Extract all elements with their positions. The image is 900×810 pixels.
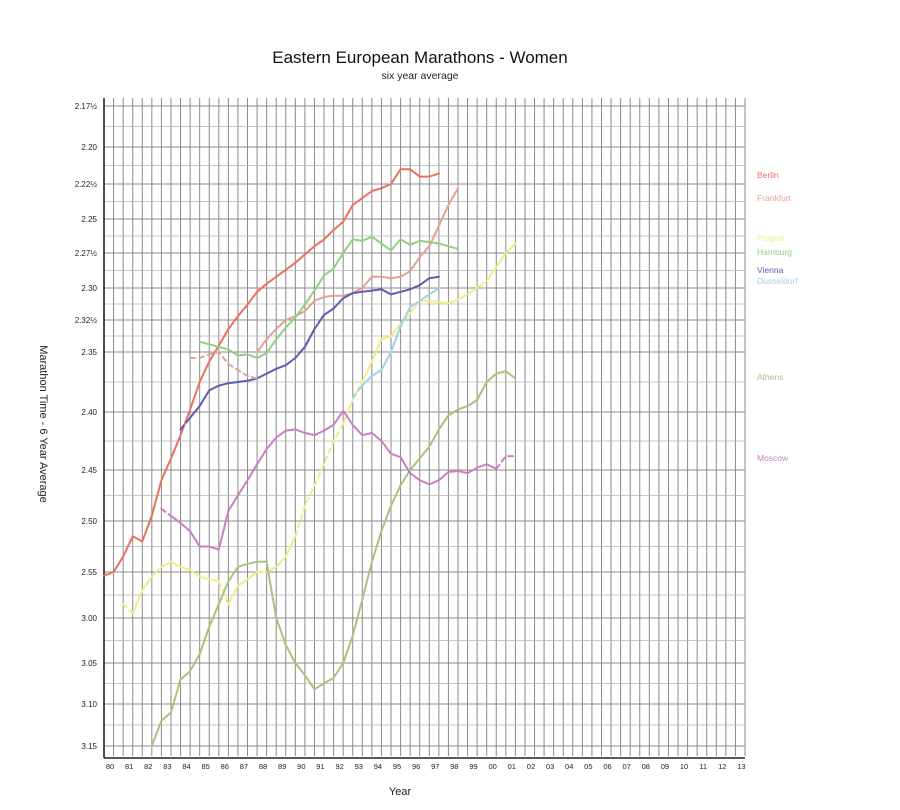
x-tick-label: 95	[393, 762, 401, 771]
y-tick-label: 2.45	[81, 466, 97, 475]
series-line-dashed	[179, 416, 192, 431]
x-tick-label: 00	[489, 762, 497, 771]
x-tick-label: 97	[431, 762, 439, 771]
series-berlin	[103, 168, 440, 577]
series-line	[150, 370, 517, 747]
y-tick-label: 3.00	[81, 614, 97, 623]
x-tick-label: 03	[546, 762, 554, 771]
x-tick-label: 09	[661, 762, 669, 771]
series-line	[103, 168, 440, 577]
x-tick-label: 82	[144, 762, 152, 771]
series-moscow	[160, 409, 517, 551]
x-tick-label: 87	[240, 762, 248, 771]
y-tick-label: 2.35	[81, 348, 97, 357]
y-tick-label: 2.40	[81, 408, 97, 417]
y-tick-label: 2.20	[81, 143, 97, 152]
series-vienna	[179, 275, 440, 431]
x-tick-label: 89	[278, 762, 286, 771]
x-tick-label: 91	[316, 762, 324, 771]
series-line-dashed	[189, 351, 259, 380]
legend: Berlin Frankfurt Prague Hamburg ViennaDussel…	[757, 170, 798, 463]
x-tick-label: 94	[374, 762, 382, 771]
series-dusseldorf	[351, 287, 440, 399]
y-tick-label: 2.55	[81, 568, 97, 577]
legend-label: Athens	[757, 372, 783, 382]
x-tick-label: 92	[335, 762, 343, 771]
gridlines	[103, 98, 746, 756]
legend-label: Moscow	[757, 453, 789, 463]
legend-label: Vienna	[757, 265, 784, 275]
x-tick-label: 99	[469, 762, 477, 771]
series-unnamed	[189, 351, 259, 380]
y-tick-label: 2.32½	[75, 316, 98, 325]
y-tick-label: 2.25	[81, 215, 97, 224]
x-tick-label: 07	[622, 762, 630, 771]
x-tick-label: 12	[718, 762, 726, 771]
series-line-dashed	[495, 455, 517, 470]
x-tick-label: 02	[527, 762, 535, 771]
x-tick-label: 10	[680, 762, 688, 771]
series-line	[361, 287, 440, 387]
y-tick-label: 3.10	[81, 700, 97, 709]
x-tick-label: 06	[603, 762, 611, 771]
x-tick-label: 05	[584, 762, 592, 771]
series-line	[131, 560, 220, 615]
x-tick-label: 93	[355, 762, 363, 771]
chart-subtitle: six year average	[381, 70, 459, 82]
x-tick-label: 80	[106, 762, 114, 771]
x-tick-label: 81	[125, 762, 133, 771]
chart-title: Eastern European Marathons - Women	[272, 48, 568, 67]
x-tick-label: 96	[412, 762, 420, 771]
axes: 2.17½ 2.20 2.22½ 2.25 2.27½ 2.30 2.32½ 2.35 2.40…	[75, 98, 746, 771]
y-tick-label: 2.50	[81, 517, 97, 526]
y-tick-label: 2.22½	[75, 180, 98, 189]
legend-label: Hamburg	[757, 247, 792, 257]
series-line-dashed	[160, 507, 172, 517]
x-tick-label: 86	[221, 762, 229, 771]
x-tick-label: 01	[508, 762, 516, 771]
y-tick-label: 3.15	[81, 742, 97, 751]
legend-label: Dusseldorf	[757, 276, 798, 286]
y-tick-label: 2.30	[81, 284, 97, 293]
x-tick-label: 83	[163, 762, 171, 771]
x-tick-label: 84	[182, 762, 190, 771]
series-frankfurt	[256, 187, 459, 353]
x-tick-label: 04	[565, 762, 573, 771]
x-tick-label: 13	[737, 762, 745, 771]
series-line-dashed	[351, 384, 364, 399]
legend-label: Berlin	[757, 170, 779, 180]
series-line	[170, 409, 498, 551]
series-line-dashed	[294, 422, 345, 538]
legend-label: Prague	[757, 233, 785, 243]
x-tick-label: 85	[201, 762, 209, 771]
series-athens	[150, 370, 517, 747]
series-lines	[103, 168, 517, 747]
series-line	[256, 187, 459, 353]
legend-label: Frankfurt	[757, 193, 792, 203]
series-line	[198, 235, 459, 359]
x-tick-label: 11	[699, 762, 707, 771]
y-tick-label: 3.05	[81, 659, 97, 668]
x-tick-label: 90	[297, 762, 305, 771]
series-line	[342, 242, 517, 425]
series-line-dashed	[122, 603, 134, 615]
series-line	[189, 275, 440, 419]
series-hamburg	[198, 235, 459, 359]
x-tick-label: 88	[259, 762, 267, 771]
y-tick-label: 2.17½	[75, 102, 98, 111]
series-line	[227, 535, 297, 606]
x-tick-label: 08	[642, 762, 650, 771]
x-axis-label: Year	[388, 786, 412, 798]
x-tick-label: 98	[450, 762, 458, 771]
y-tick-label: 2.27½	[75, 249, 98, 258]
